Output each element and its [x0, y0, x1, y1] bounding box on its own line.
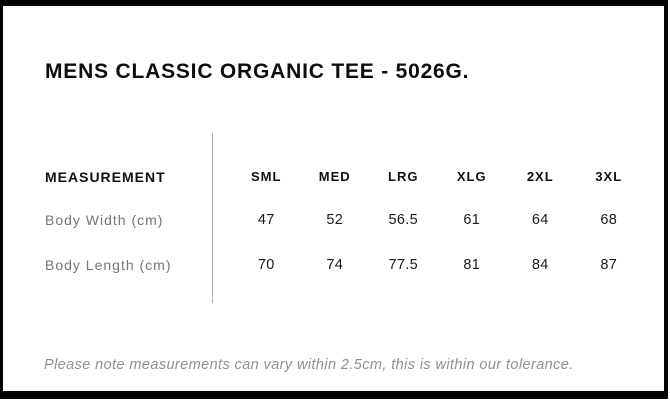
- measurement-value: 84: [531, 257, 549, 273]
- measurement-value: 70: [257, 257, 275, 273]
- table-row: Body Width (cm) 47 52 56.5 61 64 68: [3, 212, 664, 228]
- measurement-value: 61: [463, 212, 481, 228]
- size-column-header-3xl: 3XL: [595, 169, 623, 184]
- size-column-header-sml: SML: [251, 169, 282, 184]
- tolerance-note: Please note measurements can vary within…: [44, 356, 574, 373]
- row-label-body-length: Body Length (cm): [45, 257, 172, 273]
- body-length-values: 70 74 77.5 81 84 87: [212, 257, 643, 273]
- measurement-value: 81: [463, 257, 481, 273]
- size-column-header-lrg: LRG: [388, 169, 419, 184]
- table-divider: [212, 133, 213, 303]
- size-column-header-med: MED: [318, 169, 351, 184]
- table-row: Body Length (cm) 70 74 77.5 81 84 87: [3, 257, 664, 273]
- measurement-value: 56.5: [388, 212, 418, 228]
- body-width-values: 47 52 56.5 61 64 68: [212, 212, 643, 228]
- measurement-value: 77.5: [388, 257, 418, 273]
- measurement-value: 52: [326, 212, 344, 228]
- size-column-header-2xl: 2XL: [526, 169, 554, 184]
- measurement-column-header: MEASUREMENT: [45, 169, 166, 185]
- measurement-value: 74: [326, 257, 344, 273]
- size-header-cells: SML MED LRG XLG 2XL 3XL: [212, 169, 643, 185]
- size-header-row: MEASUREMENT SML MED LRG XLG 2XL 3XL: [3, 169, 664, 185]
- measurement-value: 68: [600, 212, 618, 228]
- measurement-value: 87: [600, 257, 618, 273]
- row-label-body-width: Body Width (cm): [45, 212, 164, 228]
- measurement-value: 64: [531, 212, 549, 228]
- product-title: MENS CLASSIC ORGANIC TEE - 5026G.: [45, 60, 470, 84]
- measurement-value: 47: [257, 212, 275, 228]
- size-column-header-xlg: XLG: [456, 169, 487, 184]
